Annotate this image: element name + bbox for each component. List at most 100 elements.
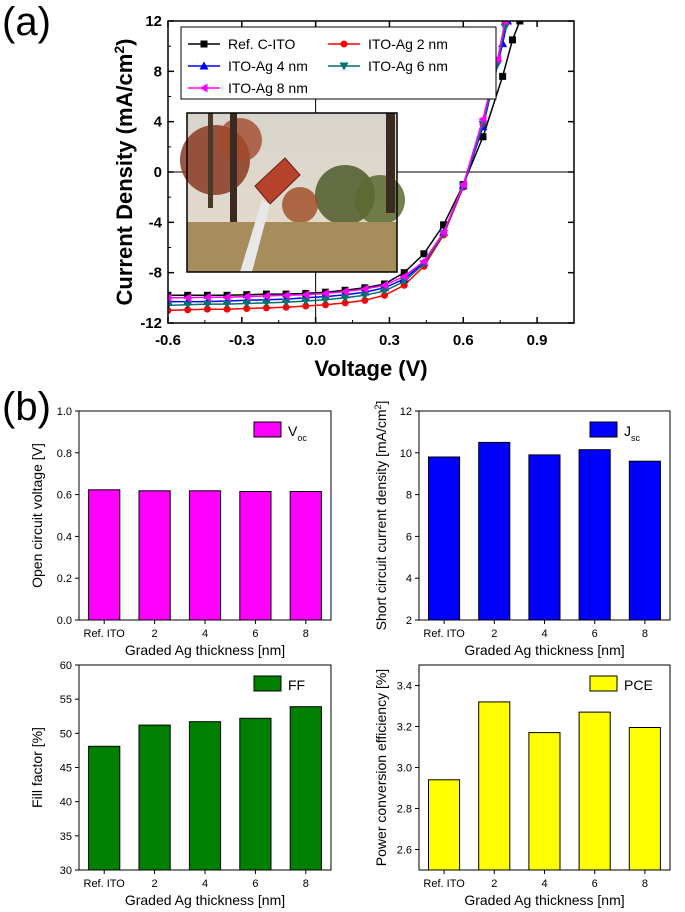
jv-point-series-3 — [320, 296, 330, 305]
jv-point-series-0 — [420, 250, 428, 258]
legend-label-0: Ref. C-ITO — [228, 36, 296, 52]
photo-trunk — [230, 113, 237, 223]
jv-point-series-4 — [419, 256, 428, 266]
jv-point-series-4 — [500, 21, 509, 26]
bar-b4-0 — [428, 779, 461, 871]
y-tick-label: 30 — [60, 865, 72, 877]
y-tick-label: -12 — [140, 315, 162, 332]
y-tick-label: 0.0 — [57, 615, 72, 627]
bar-b1-1 — [138, 490, 171, 621]
bar-b3-0 — [88, 745, 121, 871]
y-tick-label: 55 — [60, 694, 72, 706]
y-tick-label: 35 — [60, 831, 72, 843]
y-tick-label: -8 — [149, 265, 162, 282]
bar-b4-1 — [478, 701, 511, 871]
plot-a-series-group — [168, 21, 524, 314]
bar-chart-b2: Ref. ITO 2 4 6 8 2 4 6 8 10 12 Graded Ag thickness … — [373, 401, 671, 658]
bar-b4-2 — [528, 732, 561, 871]
panel-a-label: (a) — [2, 0, 51, 44]
y-tick-label: 45 — [60, 763, 72, 775]
x-tick-label: 6 — [252, 878, 258, 890]
jv-point-series-4 — [168, 293, 172, 303]
panel-b-label: (b) — [2, 385, 51, 429]
jv-point-series-4 — [320, 288, 329, 298]
y-tick-label: 0 — [154, 164, 162, 181]
bar-frame-b3 — [78, 664, 332, 871]
bar-b2-0 — [428, 456, 461, 621]
y-tick-label: 2.8 — [397, 804, 412, 816]
y-tick-label: 3.2 — [397, 722, 412, 734]
x-tick-label: 2 — [491, 878, 497, 890]
y-tick-label: 0.8 — [57, 448, 72, 460]
bar-b2-2 — [528, 454, 561, 621]
y-tick-label: 3.4 — [397, 681, 412, 693]
jv-point-series-1 — [243, 305, 251, 313]
jv-point-series-4 — [478, 114, 487, 124]
photo-tweezers — [240, 200, 270, 272]
photo-device — [254, 157, 301, 205]
jv-point-series-1 — [321, 301, 329, 309]
bar-b1-2 — [188, 490, 222, 621]
bar-b3-3 — [239, 717, 272, 871]
jv-point-series-4 — [261, 291, 270, 301]
jv-point-series-3 — [168, 301, 173, 310]
y-tick-label: 50 — [60, 728, 72, 740]
jv-point-series-1 — [361, 296, 369, 304]
legend-swatch-b3 — [253, 675, 282, 692]
jv-point-series-3 — [261, 299, 271, 308]
bar-frame-b2 — [418, 410, 671, 621]
jv-point-series-1 — [184, 306, 192, 314]
x-axis-label: Graded Ag thickness [nm] — [464, 892, 624, 908]
y-tick-label: 12 — [400, 406, 412, 418]
jv-point-series-4 — [183, 293, 192, 303]
photo-tree-red — [218, 118, 262, 162]
jv-point-series-4 — [222, 292, 231, 302]
legend-label-1: ITO-Ag 2 nm — [368, 36, 448, 52]
legend-a-box — [180, 26, 497, 100]
legend-marker-2 — [199, 61, 209, 70]
bar-b3-4 — [289, 706, 322, 871]
x-tick-label: 0.0 — [305, 332, 326, 349]
y-tick-label: -4 — [149, 214, 163, 231]
bar-b1-3 — [239, 491, 272, 621]
y-axis-label: Fill factor [%] — [29, 727, 45, 808]
jv-point-series-4 — [380, 280, 389, 290]
jv-point-series-4 — [360, 284, 369, 294]
jv-point-series-0 — [400, 269, 408, 277]
legend-label-2: ITO-Ag 4 nm — [228, 58, 308, 74]
x-tick-label: 6 — [592, 878, 598, 890]
y-tick-label: 40 — [60, 797, 72, 809]
x-axis-label: Graded Ag thickness [nm] — [125, 892, 285, 908]
jv-point-series-1 — [203, 305, 211, 313]
jv-point-series-4 — [439, 227, 448, 237]
y-tick-label: 0.2 — [57, 573, 72, 585]
y-axis-label: Current Density (mA/cm2) — [111, 39, 137, 306]
x-axis-label: Voltage (V) — [314, 356, 427, 381]
bar-b2-4 — [628, 460, 661, 621]
bar-b1-4 — [289, 491, 322, 621]
y-tick-label: 8 — [406, 490, 412, 502]
y-tick-label: 4 — [406, 573, 412, 585]
jv-point-series-1 — [341, 299, 349, 307]
y-tick-label: 3.0 — [397, 763, 412, 775]
x-tick-label: 6 — [252, 628, 258, 640]
jv-point-series-1 — [282, 303, 290, 311]
x-axis-label: Graded Ag thickness [nm] — [464, 642, 624, 658]
x-tick-label: Ref. ITO — [84, 628, 126, 640]
x-tick-label: -0.3 — [229, 332, 255, 349]
y-axis-label: Power conversion efficiency [%] — [373, 669, 389, 866]
legend-swatch-b4 — [589, 675, 618, 692]
jv-point-series-4 — [301, 290, 310, 300]
jv-point-series-3 — [360, 291, 370, 300]
jv-point-series-4 — [493, 54, 502, 64]
jv-point-series-3 — [380, 287, 390, 296]
y-tick-label: 60 — [60, 660, 72, 672]
x-tick-label: 6 — [592, 628, 598, 640]
x-tick-label: Ref. ITO — [423, 628, 465, 640]
photo-tree-orange — [282, 187, 318, 223]
jv-point-series-1 — [168, 306, 172, 314]
x-tick-label: 4 — [202, 878, 208, 890]
legend-marker-0 — [200, 40, 208, 48]
legend-a: Ref. C-ITO ITO-Ag 2 nm ITO-Ag 4 nm ITO-Ag 6… — [180, 26, 497, 100]
x-tick-label: 0.6 — [453, 332, 474, 349]
